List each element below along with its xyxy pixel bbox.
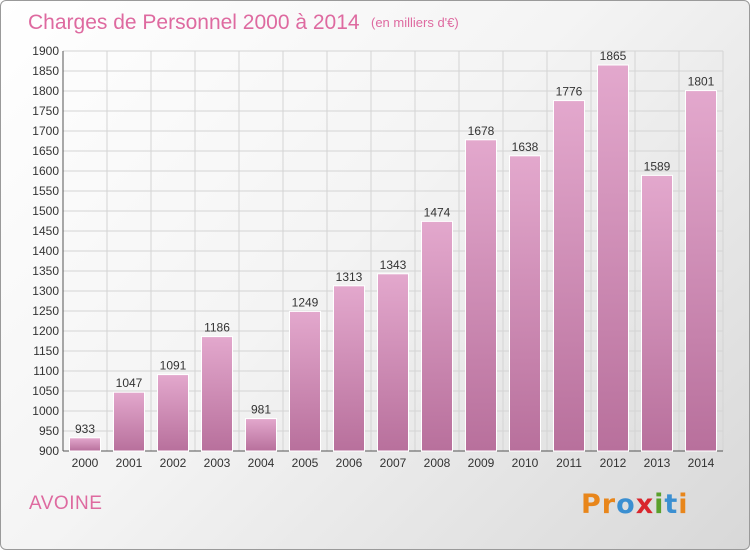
logo-letter: i: [678, 489, 689, 520]
bar: [245, 418, 277, 452]
bar: [157, 374, 189, 452]
logo-letter: x: [635, 489, 655, 520]
bar: [113, 391, 145, 452]
bar: [421, 220, 453, 452]
y-tick-label: 1650: [32, 144, 59, 158]
x-tick-label: 2003: [204, 456, 231, 470]
bar: [641, 174, 673, 452]
bar: [597, 64, 629, 452]
y-tick-label: 1250: [32, 304, 59, 318]
y-tick-label: 1000: [32, 404, 59, 418]
chart-title: Charges de Personnel 2000 à 2014: [28, 11, 360, 34]
x-tick-label: 2013: [644, 456, 671, 470]
bar-value-label: 1678: [468, 124, 495, 138]
bar-value-label: 1776: [556, 85, 583, 99]
x-tick-label: 2014: [688, 456, 715, 470]
bar-value-label: 1474: [424, 205, 451, 219]
logo-letter: r: [601, 489, 617, 520]
y-tick-label: 1800: [32, 84, 59, 98]
bar: [553, 100, 585, 452]
bar: [69, 437, 101, 452]
bar-value-label: 1343: [380, 258, 407, 272]
y-tick-label: 1450: [32, 224, 59, 238]
bar-value-label: 1638: [512, 140, 539, 154]
y-tick-label: 950: [39, 424, 59, 438]
commune-name: AVOINE: [29, 493, 103, 514]
bar: [333, 285, 365, 452]
bar: [201, 336, 233, 452]
bar-value-label: 981: [251, 403, 271, 417]
bar: [509, 155, 541, 452]
y-tick-label: 1050: [32, 384, 59, 398]
bar: [377, 273, 409, 452]
y-tick-label: 900: [39, 444, 59, 458]
logo-letter: P: [581, 489, 602, 520]
x-tick-label: 2004: [248, 456, 275, 470]
y-tick-label: 1150: [33, 344, 59, 358]
bar-value-label: 1589: [644, 159, 671, 173]
bar: [685, 90, 717, 452]
x-tick-label: 2011: [556, 456, 582, 470]
x-tick-label: 2012: [600, 456, 627, 470]
bar-value-label: 933: [75, 422, 95, 436]
x-tick-label: 2007: [380, 456, 407, 470]
y-tick-label: 1550: [32, 184, 59, 198]
x-tick-label: 2001: [116, 456, 143, 470]
y-tick-label: 1500: [32, 204, 59, 218]
bar-value-label: 1186: [204, 321, 230, 335]
x-tick-label: 2005: [292, 456, 319, 470]
logo-letter: i: [654, 489, 665, 520]
x-tick-label: 2002: [160, 456, 187, 470]
bar-value-label: 1801: [688, 75, 715, 89]
y-tick-label: 1200: [32, 324, 59, 338]
plot-area: 900 950 1000 1050 1100 1150 1200 1250 1300 1350 14…: [32, 44, 724, 470]
y-tick-label: 1750: [32, 104, 59, 118]
y-tick-label: 1350: [32, 264, 59, 278]
bar: [289, 310, 321, 452]
x-tick-label: 2010: [512, 456, 539, 470]
x-tick-label: 2000: [72, 456, 99, 470]
logo-letter: o: [616, 489, 636, 520]
y-tick-label: 1900: [32, 44, 59, 58]
bar-value-label: 1865: [600, 49, 627, 63]
y-tick-label: 1600: [32, 164, 59, 178]
bar-value-label: 1249: [292, 295, 319, 309]
proxiti-logo: Proxiti: [581, 489, 689, 520]
bar-value-label: 1313: [336, 270, 363, 284]
chart-unit: (en milliers d'€): [371, 15, 459, 30]
bar: [465, 139, 497, 452]
y-tick-label: 1700: [32, 124, 59, 138]
x-tick-label: 2009: [468, 456, 495, 470]
x-tick-label: 2006: [336, 456, 363, 470]
y-tick-label: 1300: [32, 284, 59, 298]
logo-letter: t: [664, 489, 679, 520]
x-tick-label: 2008: [424, 456, 451, 470]
y-tick-label: 1850: [32, 64, 59, 78]
y-tick-label: 1100: [33, 364, 59, 378]
bar-value-label: 1047: [116, 376, 143, 390]
bar-value-label: 1091: [160, 359, 187, 373]
y-tick-label: 1400: [32, 244, 59, 258]
